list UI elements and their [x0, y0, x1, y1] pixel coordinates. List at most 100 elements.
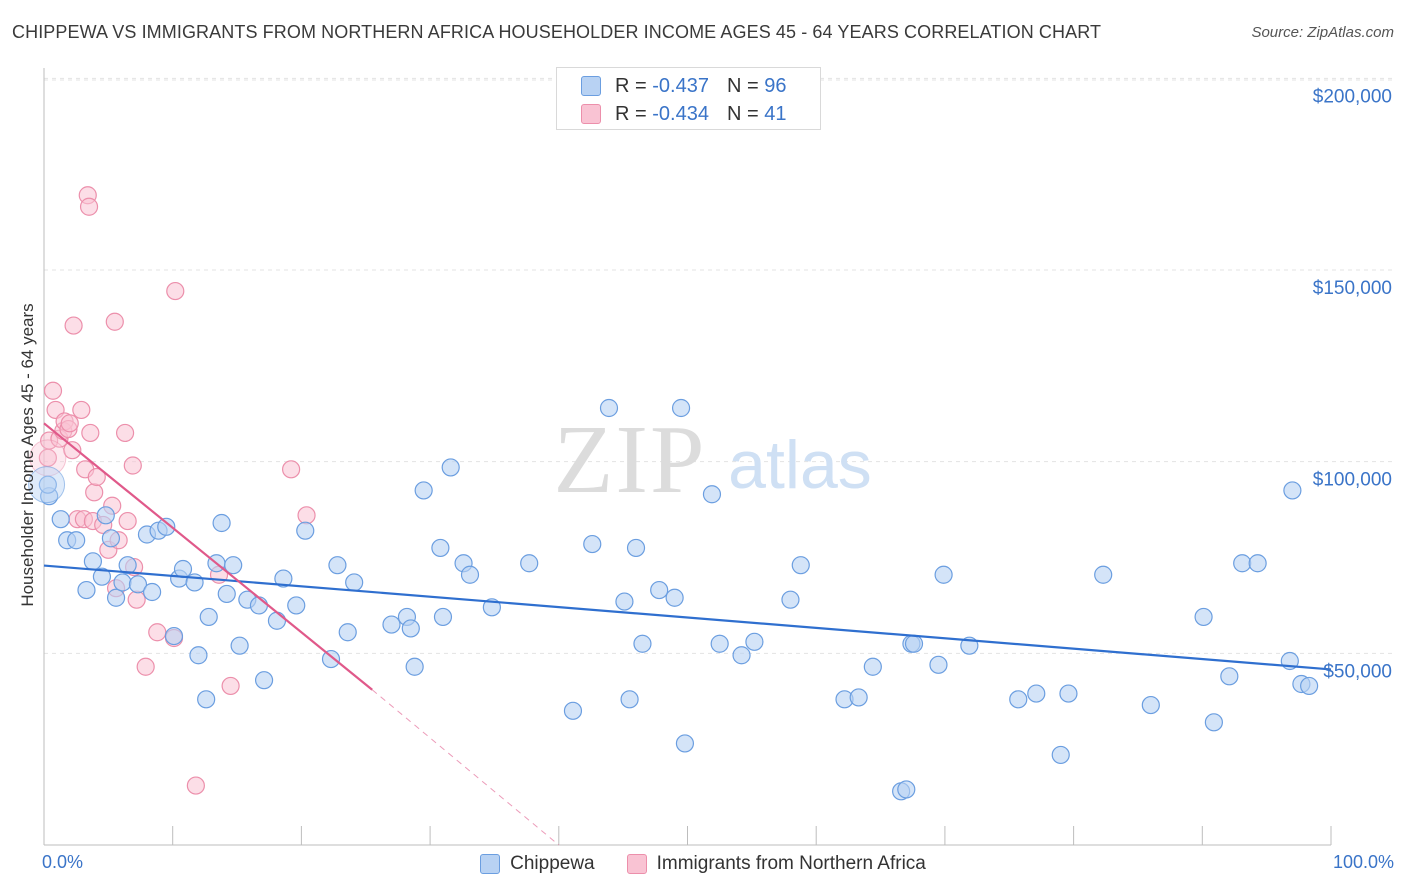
data-point-immigrants [148, 623, 167, 642]
data-point-chippewa [702, 485, 722, 504]
data-point-chippewa [863, 657, 882, 676]
data-point-chippewa [1204, 713, 1223, 732]
data-point-chippewa [460, 565, 480, 584]
data-point-chippewa [77, 580, 96, 600]
chippewa-swatch [480, 854, 501, 874]
r-label: R = [615, 102, 647, 125]
data-point-chippewa [189, 646, 208, 665]
data-point-chippewa [791, 556, 810, 575]
legend-label: Chippewa [510, 853, 595, 874]
data-point-chippewa [441, 458, 460, 477]
data-point-chippewa [118, 556, 137, 575]
data-point-immigrants [297, 506, 316, 525]
data-point-chippewa [1027, 684, 1046, 703]
data-point-chippewa [710, 634, 729, 653]
y-axis-label: Householder Income Ages 45 - 64 years [18, 303, 37, 607]
data-point-immigrants [282, 460, 301, 479]
data-point-immigrants [118, 511, 137, 531]
data-point-chippewa [338, 623, 357, 642]
data-point-chippewa [431, 538, 450, 558]
data-point-chippewa [1059, 684, 1078, 703]
data-point-chippewa [157, 517, 176, 536]
data-point-chippewa [249, 596, 269, 615]
chippewa-swatch [581, 76, 601, 96]
legend-item-chippewa[interactable]: Chippewa [480, 853, 595, 875]
data-point-chippewa-large [28, 466, 66, 504]
data-point-immigrants [166, 281, 185, 301]
trend-lines [43, 422, 1332, 846]
grid-lines [44, 77, 1394, 654]
trend-line-chippewa [43, 564, 1332, 671]
data-point-chippewa [849, 688, 868, 707]
data-point-chippewa [1094, 565, 1113, 584]
data-point-chippewa [615, 592, 634, 611]
data-point-immigrants [60, 414, 79, 433]
n-value: 41 [764, 102, 787, 125]
r-label: R = [615, 74, 647, 97]
data-point-chippewa [101, 529, 121, 548]
data-point-chippewa [173, 559, 193, 579]
data-point-chippewa [212, 513, 231, 533]
y-tick-label: $100,000 [1313, 470, 1392, 491]
data-point-chippewa [345, 573, 364, 592]
x-tick-label-min: 0.0% [42, 852, 84, 872]
data-point-chippewa [745, 632, 764, 651]
data-point-chippewa [92, 567, 112, 586]
n-value: 96 [764, 74, 787, 97]
data-point-chippewa [38, 475, 57, 494]
data-point-chippewa [401, 619, 420, 638]
legend-item-immigrants[interactable]: Immigrants from Northern Africa [626, 853, 926, 875]
data-point-chippewa [1051, 745, 1070, 765]
stats-legend: R = -0.437 N = 96 R = -0.434 N = 41 [556, 67, 821, 130]
data-point-chippewa [1283, 481, 1302, 500]
data-point-chippewa [1194, 607, 1213, 627]
data-point-chippewa [296, 521, 315, 540]
data-point-chippewa [230, 636, 249, 655]
y-tick-label: $150,000 [1313, 278, 1392, 299]
data-point-chippewa [583, 534, 602, 554]
data-point-chippewa [1220, 667, 1239, 686]
watermark-zip: ZIP [554, 406, 707, 514]
data-point-chippewa [897, 780, 916, 799]
y-tick-labels: $50,000 $100,000 $150,000 $200,000 [1313, 86, 1392, 682]
data-point-chippewa [433, 607, 453, 627]
data-point-chippewa [1248, 554, 1267, 573]
data-point-immigrants [136, 657, 155, 676]
source-label: Source: ZipAtlas.com [1251, 24, 1394, 41]
data-point-chippewa [113, 573, 132, 592]
data-point-immigrants [72, 400, 91, 420]
immigrants-swatch [626, 854, 647, 874]
data-point-chippewa [254, 671, 274, 690]
data-point-chippewa [929, 655, 948, 674]
data-point-immigrants [79, 197, 99, 216]
trend-line-immigrants-extrapolated [371, 689, 560, 846]
data-point-chippewa [217, 584, 236, 604]
data-point-chippewa [1009, 690, 1028, 709]
series-immigrants-points [29, 186, 316, 795]
r-value: -0.434 [652, 102, 709, 125]
y-tick-label: $50,000 [1323, 661, 1392, 682]
data-point-chippewa [96, 506, 115, 525]
data-point-chippewa [781, 590, 800, 609]
data-point-chippewa [405, 657, 424, 676]
r-value: -0.437 [652, 74, 709, 97]
data-point-chippewa [620, 690, 639, 709]
legend-label: Immigrants from Northern Africa [656, 853, 926, 874]
data-point-immigrants [127, 590, 146, 609]
data-point-chippewa [665, 588, 684, 607]
data-point-immigrants [105, 312, 124, 331]
data-point-immigrants [85, 483, 104, 502]
data-point-chippewa [83, 552, 103, 571]
n-label: N = [726, 102, 759, 125]
data-point-chippewa [67, 531, 86, 550]
data-point-chippewa [520, 554, 539, 573]
data-point-chippewa [274, 569, 293, 588]
y-tick-label: $200,000 [1313, 86, 1392, 107]
data-point-chippewa [934, 565, 953, 584]
data-point-immigrants [81, 423, 100, 443]
data-point-chippewa [51, 510, 70, 529]
watermark-atlas: atlas [728, 427, 872, 503]
data-point-immigrants [123, 456, 142, 475]
data-point-chippewa [267, 611, 287, 630]
